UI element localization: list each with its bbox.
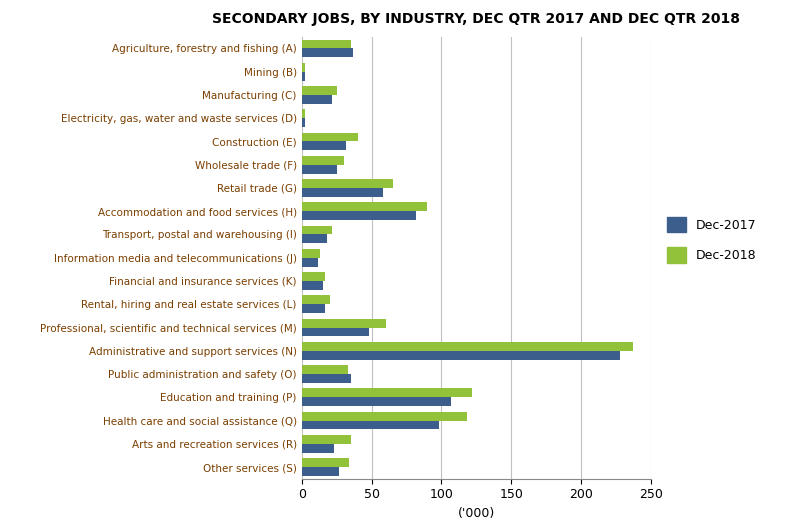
Title: SECONDARY JOBS, BY INDUSTRY, DEC QTR 2017 AND DEC QTR 2018: SECONDARY JOBS, BY INDUSTRY, DEC QTR 201… xyxy=(213,12,740,26)
Bar xyxy=(302,165,337,174)
Bar xyxy=(302,420,438,429)
X-axis label: ('000): ('000) xyxy=(458,507,495,520)
Bar xyxy=(302,458,349,467)
Bar xyxy=(302,39,351,48)
Bar xyxy=(302,435,351,444)
Bar xyxy=(302,304,326,313)
Bar xyxy=(302,226,333,235)
Bar xyxy=(302,281,322,290)
Bar xyxy=(302,211,416,220)
Bar xyxy=(302,179,392,188)
Bar xyxy=(302,86,337,95)
Bar xyxy=(302,397,451,406)
Bar xyxy=(302,444,333,452)
Bar xyxy=(302,258,318,267)
Bar xyxy=(302,133,357,141)
Bar xyxy=(302,48,353,57)
Bar xyxy=(302,63,305,72)
Bar xyxy=(302,109,305,118)
Bar xyxy=(302,72,305,80)
Bar xyxy=(302,365,348,374)
Bar xyxy=(302,328,368,336)
Bar xyxy=(302,156,344,165)
Bar xyxy=(302,141,346,150)
Bar xyxy=(302,95,333,104)
Bar xyxy=(302,388,472,397)
Bar xyxy=(302,272,326,281)
Bar xyxy=(302,319,386,328)
Bar xyxy=(302,467,340,476)
Bar xyxy=(302,351,620,360)
Legend: Dec-2017, Dec-2018: Dec-2017, Dec-2018 xyxy=(661,211,763,269)
Bar xyxy=(302,235,327,244)
Bar xyxy=(302,118,305,127)
Bar xyxy=(302,374,351,383)
Bar xyxy=(302,249,320,258)
Bar xyxy=(302,188,383,197)
Bar xyxy=(302,203,427,211)
Bar xyxy=(302,412,467,420)
Bar xyxy=(302,342,633,351)
Bar xyxy=(302,296,330,304)
